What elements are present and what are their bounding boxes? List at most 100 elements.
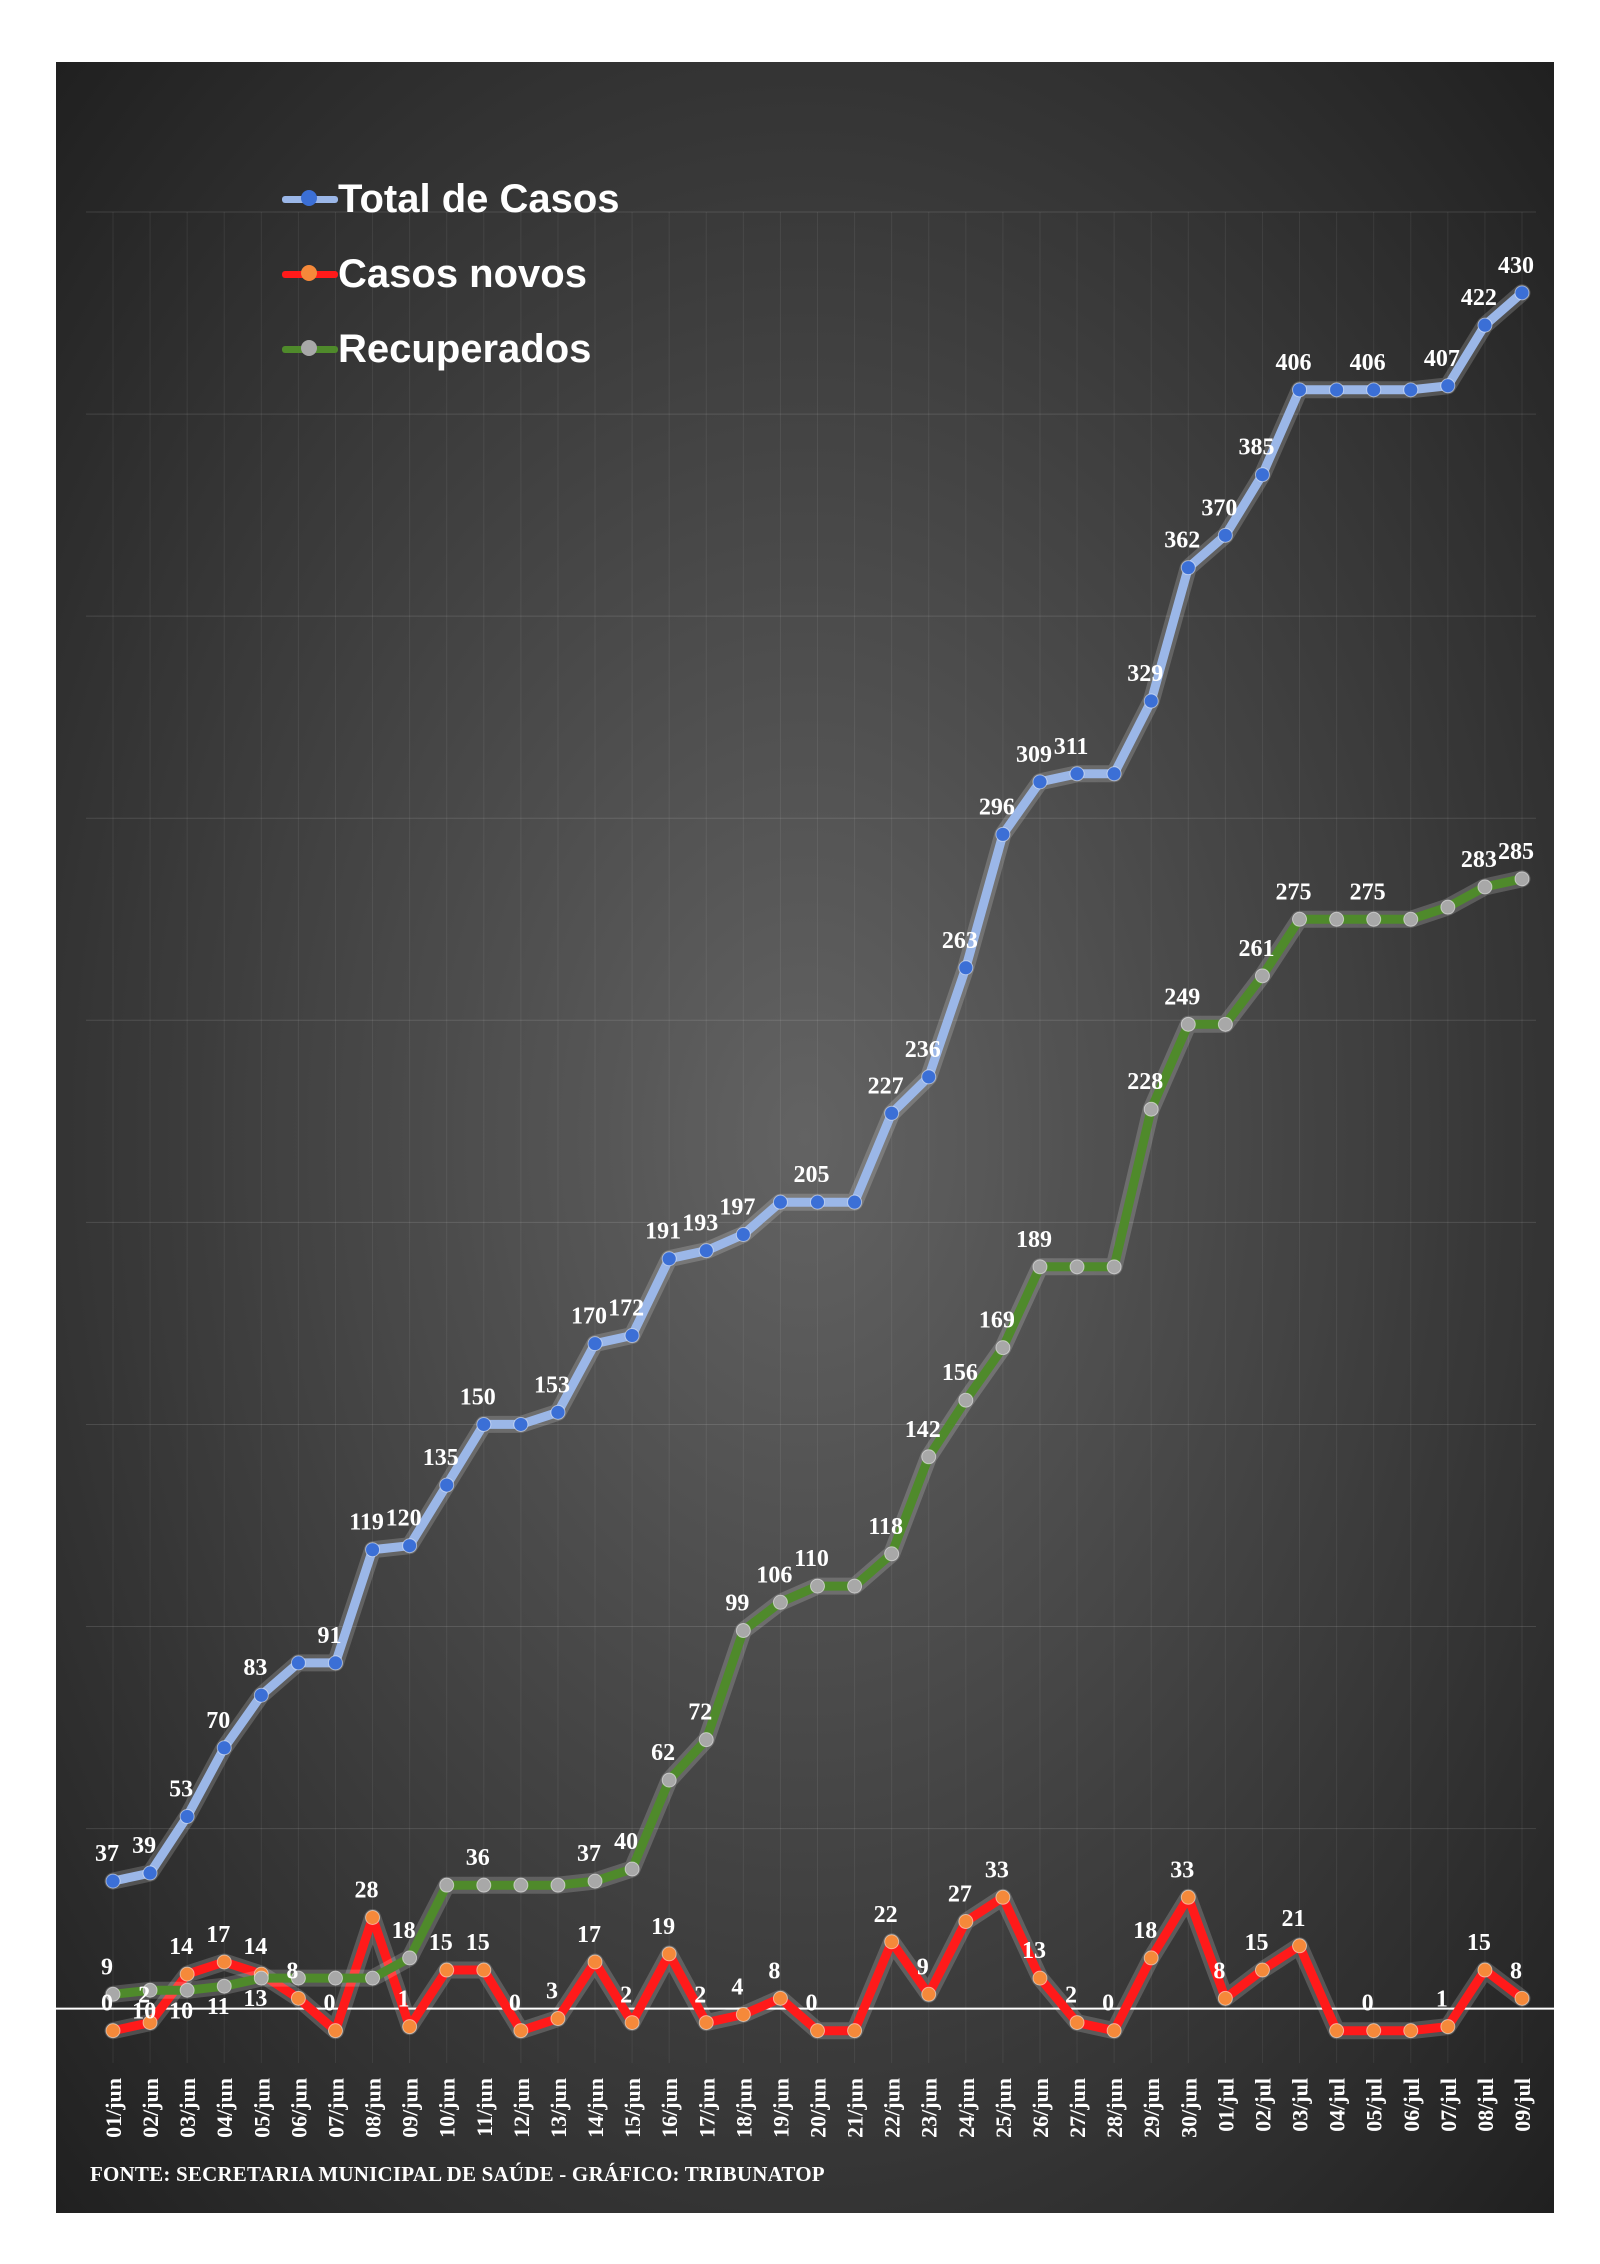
data-point-new-cases bbox=[1477, 1962, 1493, 1978]
x-tick-label: 04/jul bbox=[1325, 2078, 1350, 2132]
data-point-recovered bbox=[587, 1873, 603, 1889]
x-tick-label: 04/jun bbox=[212, 2078, 237, 2138]
data-label-total-cases: 205 bbox=[794, 1162, 830, 1188]
data-point-recovered bbox=[513, 1877, 529, 1893]
data-point-new-cases bbox=[513, 2023, 529, 2039]
data-point-total-cases bbox=[847, 1194, 863, 1210]
data-point-new-cases bbox=[1403, 2023, 1419, 2039]
data-point-total-cases bbox=[698, 1243, 714, 1259]
data-label-total-cases: 227 bbox=[868, 1073, 904, 1099]
data-point-new-cases bbox=[1366, 2023, 1382, 2039]
data-label-total-cases: 197 bbox=[719, 1194, 755, 1220]
data-label-new-cases: 2 bbox=[138, 1983, 150, 2009]
data-label-new-cases: 4 bbox=[731, 1975, 743, 2001]
data-point-new-cases bbox=[1292, 1938, 1308, 1954]
data-label-total-cases: 311 bbox=[1054, 734, 1089, 760]
data-label-recovered: 285 bbox=[1498, 839, 1534, 865]
data-label-new-cases: 33 bbox=[1170, 1857, 1194, 1883]
data-point-new-cases bbox=[921, 1986, 937, 2002]
x-tick-label: 09/jun bbox=[398, 2078, 423, 2138]
data-point-recovered bbox=[439, 1877, 455, 1893]
data-label-new-cases: 15 bbox=[429, 1930, 453, 1956]
data-label-recovered: 189 bbox=[1016, 1227, 1052, 1253]
data-label-total-cases: 37 bbox=[95, 1841, 119, 1867]
data-point-recovered bbox=[921, 1449, 937, 1465]
data-label-recovered: 11 bbox=[207, 1994, 230, 2020]
data-label-total-cases: 120 bbox=[386, 1506, 422, 1532]
data-point-total-cases bbox=[810, 1194, 825, 1210]
data-label-recovered: 169 bbox=[979, 1308, 1015, 1334]
x-tick-label: 12/jun bbox=[509, 2078, 534, 2138]
x-tick-label: 25/jun bbox=[991, 2078, 1016, 2138]
data-label-new-cases: 0 bbox=[1362, 1991, 1374, 2017]
x-tick-label: 20/jun bbox=[806, 2078, 831, 2138]
data-point-recovered bbox=[1440, 899, 1456, 915]
data-label-total-cases: 263 bbox=[942, 928, 978, 954]
data-point-recovered bbox=[995, 1340, 1011, 1356]
data-label-total-cases: 406 bbox=[1350, 350, 1386, 376]
legend-label-recovered: Recuperados bbox=[338, 327, 592, 371]
data-point-new-cases bbox=[995, 1889, 1011, 1905]
data-point-new-cases bbox=[142, 2015, 158, 2031]
data-label-recovered: 275 bbox=[1350, 879, 1386, 905]
data-label-new-cases: 3 bbox=[546, 1979, 558, 2005]
data-label-total-cases: 329 bbox=[1127, 661, 1163, 687]
data-point-new-cases bbox=[179, 1966, 195, 1982]
data-label-recovered: 36 bbox=[466, 1845, 490, 1871]
data-point-total-cases bbox=[1254, 467, 1270, 483]
data-point-total-cases bbox=[142, 1865, 158, 1881]
data-point-new-cases bbox=[1254, 1962, 1270, 1978]
data-point-new-cases bbox=[402, 2019, 418, 2035]
data-label-recovered: 156 bbox=[942, 1360, 978, 1386]
x-tick-label: 07/jun bbox=[323, 2078, 348, 2138]
x-tick-label: 27/jun bbox=[1065, 2078, 1090, 2138]
data-point-recovered bbox=[624, 1861, 640, 1877]
data-label-new-cases: 22 bbox=[874, 1902, 898, 1928]
data-label-recovered: 9 bbox=[101, 1954, 113, 1980]
data-point-new-cases bbox=[661, 1946, 677, 1962]
data-point-recovered bbox=[1403, 911, 1419, 927]
data-label-new-cases: 2 bbox=[1065, 1983, 1077, 2009]
data-label-total-cases: 83 bbox=[243, 1655, 267, 1681]
data-point-new-cases bbox=[847, 2023, 863, 2039]
data-point-total-cases bbox=[439, 1477, 455, 1493]
data-point-recovered bbox=[253, 1970, 269, 1986]
data-point-recovered bbox=[327, 1970, 343, 1986]
x-tick-label: 02/jul bbox=[1250, 2078, 1275, 2132]
data-point-new-cases bbox=[550, 2011, 566, 2027]
x-tick-label: 10/jun bbox=[435, 2078, 460, 2138]
data-point-recovered bbox=[290, 1970, 306, 1986]
data-point-total-cases bbox=[550, 1404, 566, 1420]
legend-marker-recovered bbox=[301, 340, 317, 356]
data-label-new-cases: 15 bbox=[1244, 1930, 1268, 1956]
data-label-new-cases: 28 bbox=[355, 1878, 379, 1904]
data-label-new-cases: 0 bbox=[806, 1991, 818, 2017]
x-tick-label: 02/jun bbox=[138, 2078, 163, 2138]
data-point-recovered bbox=[142, 1982, 158, 1998]
data-label-total-cases: 406 bbox=[1276, 350, 1312, 376]
data-point-recovered bbox=[476, 1877, 492, 1893]
data-point-total-cases bbox=[735, 1226, 751, 1242]
data-point-recovered bbox=[1477, 879, 1493, 895]
data-label-new-cases: 8 bbox=[1213, 1958, 1225, 1984]
data-point-total-cases bbox=[772, 1194, 788, 1210]
data-point-total-cases bbox=[253, 1687, 269, 1703]
data-point-new-cases bbox=[1217, 1990, 1233, 2006]
x-tick-label: 06/jun bbox=[286, 2078, 311, 2138]
data-point-recovered bbox=[1366, 911, 1382, 927]
data-point-total-cases bbox=[1514, 285, 1530, 301]
x-tick-label: 24/jun bbox=[954, 2078, 979, 2138]
data-label-new-cases: 14 bbox=[169, 1934, 193, 1960]
x-tick-label: 23/jun bbox=[917, 2078, 942, 2138]
x-tick-label: 18/jun bbox=[731, 2078, 756, 2138]
data-label-recovered: 283 bbox=[1461, 847, 1497, 873]
data-label-new-cases: 1 bbox=[1436, 1987, 1448, 2013]
data-point-new-cases bbox=[1180, 1889, 1196, 1905]
data-label-new-cases: 2 bbox=[620, 1983, 632, 2009]
data-label-recovered: 13 bbox=[243, 1986, 267, 2012]
data-point-new-cases bbox=[624, 2015, 640, 2031]
data-point-total-cases bbox=[1143, 693, 1159, 709]
data-label-recovered: 72 bbox=[688, 1700, 712, 1726]
data-label-total-cases: 309 bbox=[1016, 742, 1052, 768]
data-label-new-cases: 27 bbox=[948, 1882, 972, 1908]
